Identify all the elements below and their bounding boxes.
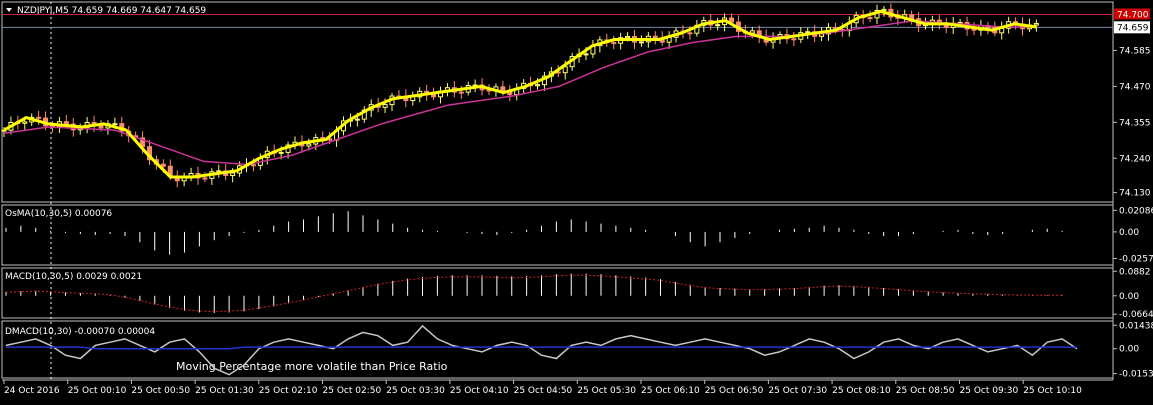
candle-body <box>382 104 388 108</box>
dmacd-annotation: Moving Percentage more volatile than Pri… <box>176 360 448 373</box>
x-tick-label: 24 Oct 2016 <box>4 386 60 396</box>
candle-body <box>250 164 256 167</box>
y-tick-label: 74.240 <box>1119 154 1151 164</box>
y-tick-label: 74.130 <box>1119 189 1151 199</box>
x-tick-label: 25 Oct 00:10 <box>68 386 127 396</box>
x-tick-label: 25 Oct 10:10 <box>1023 386 1082 396</box>
current-price-marker <box>1114 21 1150 34</box>
candle-body <box>36 116 42 119</box>
candle-body <box>534 84 540 87</box>
y-tick-label: 74.355 <box>1119 118 1151 128</box>
candle-body <box>611 42 617 45</box>
candle-body <box>458 91 464 94</box>
y-tick-label: 0.00 <box>1119 292 1139 302</box>
candle-body <box>881 8 887 11</box>
candle-body <box>63 121 69 125</box>
time-axis: 24 Oct 2016 25 Oct 00:10 25 Oct 00:50 25 Oc… <box>3 380 1082 396</box>
candle-body <box>583 53 589 56</box>
macd-signal-line <box>5 274 1063 313</box>
candle-body <box>715 24 721 27</box>
price-panel[interactable]: NZDJPYi,M5 74.659 74.669 74.647 74.659 <box>6 6 206 16</box>
candle-body <box>160 163 166 167</box>
ask-price-marker <box>1114 8 1150 20</box>
candle-body <box>306 143 312 147</box>
y-tick-label: -0.0153 <box>1119 370 1153 380</box>
osma-title: OsMA(10,30,5) 0.00076 <box>5 209 112 219</box>
fast-moving-average <box>3 9 1037 179</box>
candle-body <box>687 32 693 35</box>
candle-body <box>354 118 360 121</box>
y-tick-label: 74.585 <box>1119 46 1151 56</box>
candle-body <box>728 17 734 23</box>
x-tick-label: 25 Oct 03:30 <box>386 386 445 396</box>
candle-body <box>867 17 873 20</box>
candle-body <box>652 35 658 39</box>
y-tick-label: -0.0257 <box>1119 254 1153 264</box>
candle-body <box>625 35 631 39</box>
x-tick-label: 25 Oct 04:10 <box>450 386 509 396</box>
y-tick-label: -0.0664 <box>1119 310 1153 320</box>
x-tick-label: 25 Oct 02:10 <box>259 386 318 396</box>
x-tick-label: 25 Oct 07:30 <box>768 386 827 396</box>
x-tick-label: 25 Oct 00:50 <box>131 386 190 396</box>
panel-frames <box>1 1 1114 381</box>
symbol-header: NZDJPYi,M5 74.659 74.669 74.647 74.659 <box>17 6 206 16</box>
candle-body <box>112 123 118 126</box>
x-tick-label: 25 Oct 01:30 <box>195 386 254 396</box>
current-price-label: 74.659 <box>1117 23 1149 33</box>
chart-marks <box>1 2 1113 380</box>
slow-moving-average <box>3 19 1037 166</box>
dmacd-series-line <box>6 346 1077 350</box>
x-tick-label: 25 Oct 04:50 <box>514 386 573 396</box>
x-tick-label: 25 Oct 05:30 <box>577 386 636 396</box>
ask-price-label: 74.700 <box>1117 11 1149 21</box>
candle-body <box>22 121 28 124</box>
candle-body <box>562 66 568 74</box>
y-tick-label: 0.0882 <box>1119 267 1151 277</box>
x-tick-label: 25 Oct 08:10 <box>832 386 891 396</box>
candle-body <box>278 151 284 154</box>
dmacd-title: DMACD(10,30) -0.00070 0.00004 <box>5 327 155 337</box>
candle-body <box>791 38 797 41</box>
candle-body <box>230 172 236 176</box>
candle-body <box>638 41 644 44</box>
candle-body <box>202 177 208 180</box>
x-tick-label: 25 Oct 09:30 <box>960 386 1019 396</box>
x-tick-label: 25 Oct 08:50 <box>896 386 955 396</box>
y-tick-label: 0.00 <box>1119 228 1139 238</box>
x-tick-label: 25 Oct 06:10 <box>641 386 700 396</box>
axis-ticks: 74.130 74.240 74.355 74.470 74.585 74.659 74.7… <box>1113 8 1153 380</box>
macd-title: MACD(10,30,5) 0.0029 0.0021 <box>5 272 142 282</box>
y-tick-label: 0.02086 <box>1119 206 1153 216</box>
x-tick-label: 25 Oct 02:50 <box>323 386 382 396</box>
y-tick-label: 0.00 <box>1119 345 1139 355</box>
x-tick-label: 25 Oct 06:50 <box>705 386 764 396</box>
y-tick-label: 74.470 <box>1119 82 1151 92</box>
y-tick-label: 0.01438 <box>1119 321 1153 331</box>
dmacd-series-line <box>5 324 1078 376</box>
candle-body <box>1033 23 1039 26</box>
collapse-arrow-icon[interactable] <box>6 8 12 12</box>
